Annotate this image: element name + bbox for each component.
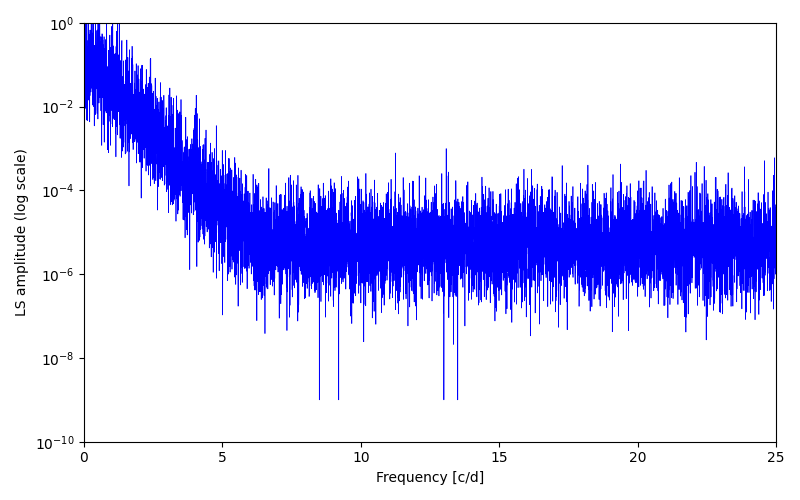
Y-axis label: LS amplitude (log scale): LS amplitude (log scale) xyxy=(15,148,29,316)
X-axis label: Frequency [c/d]: Frequency [c/d] xyxy=(376,471,484,485)
